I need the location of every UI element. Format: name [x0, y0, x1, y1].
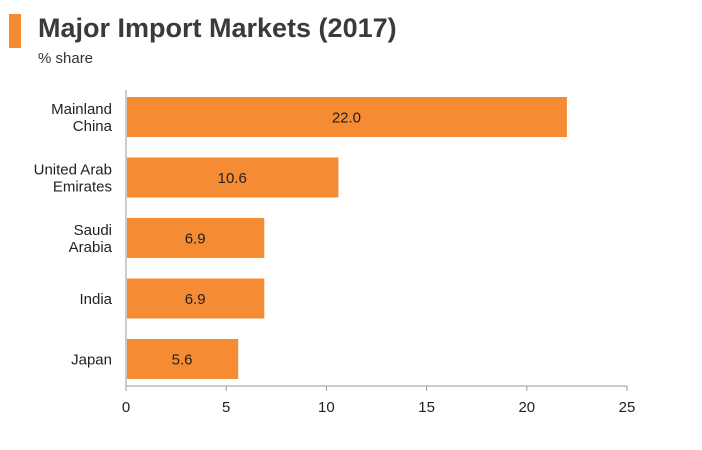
title-accent-bar — [9, 14, 21, 48]
bar — [127, 218, 265, 258]
x-tick-label: 25 — [619, 399, 636, 416]
bar-value-label: 6.9 — [185, 291, 206, 308]
chart-subtitle: % share — [38, 50, 94, 67]
bar-value-label: 6.9 — [185, 231, 206, 248]
bar-value-label: 22.0 — [332, 110, 361, 127]
category-label: United Arab — [34, 162, 112, 179]
x-tick-label: 15 — [418, 399, 435, 416]
category-label: Mainland — [51, 101, 112, 118]
bar — [127, 97, 567, 137]
x-tick-label: 10 — [318, 399, 335, 416]
bar-value-label: 5.6 — [172, 352, 193, 369]
category-label: India — [79, 291, 112, 308]
category-label: China — [73, 118, 113, 135]
category-label: Arabia — [69, 239, 113, 256]
bar-value-label: 10.6 — [218, 170, 247, 187]
bar — [127, 157, 339, 198]
bar — [127, 339, 239, 379]
x-tick-label: 0 — [122, 399, 130, 416]
bar — [127, 278, 265, 319]
category-label: Emirates — [53, 179, 112, 196]
category-label: Saudi — [74, 222, 112, 239]
x-tick-label: 20 — [518, 399, 535, 416]
category-label: Japan — [71, 352, 112, 369]
x-tick-label: 5 — [222, 399, 230, 416]
chart-title: Major Import Markets (2017) — [38, 13, 397, 43]
